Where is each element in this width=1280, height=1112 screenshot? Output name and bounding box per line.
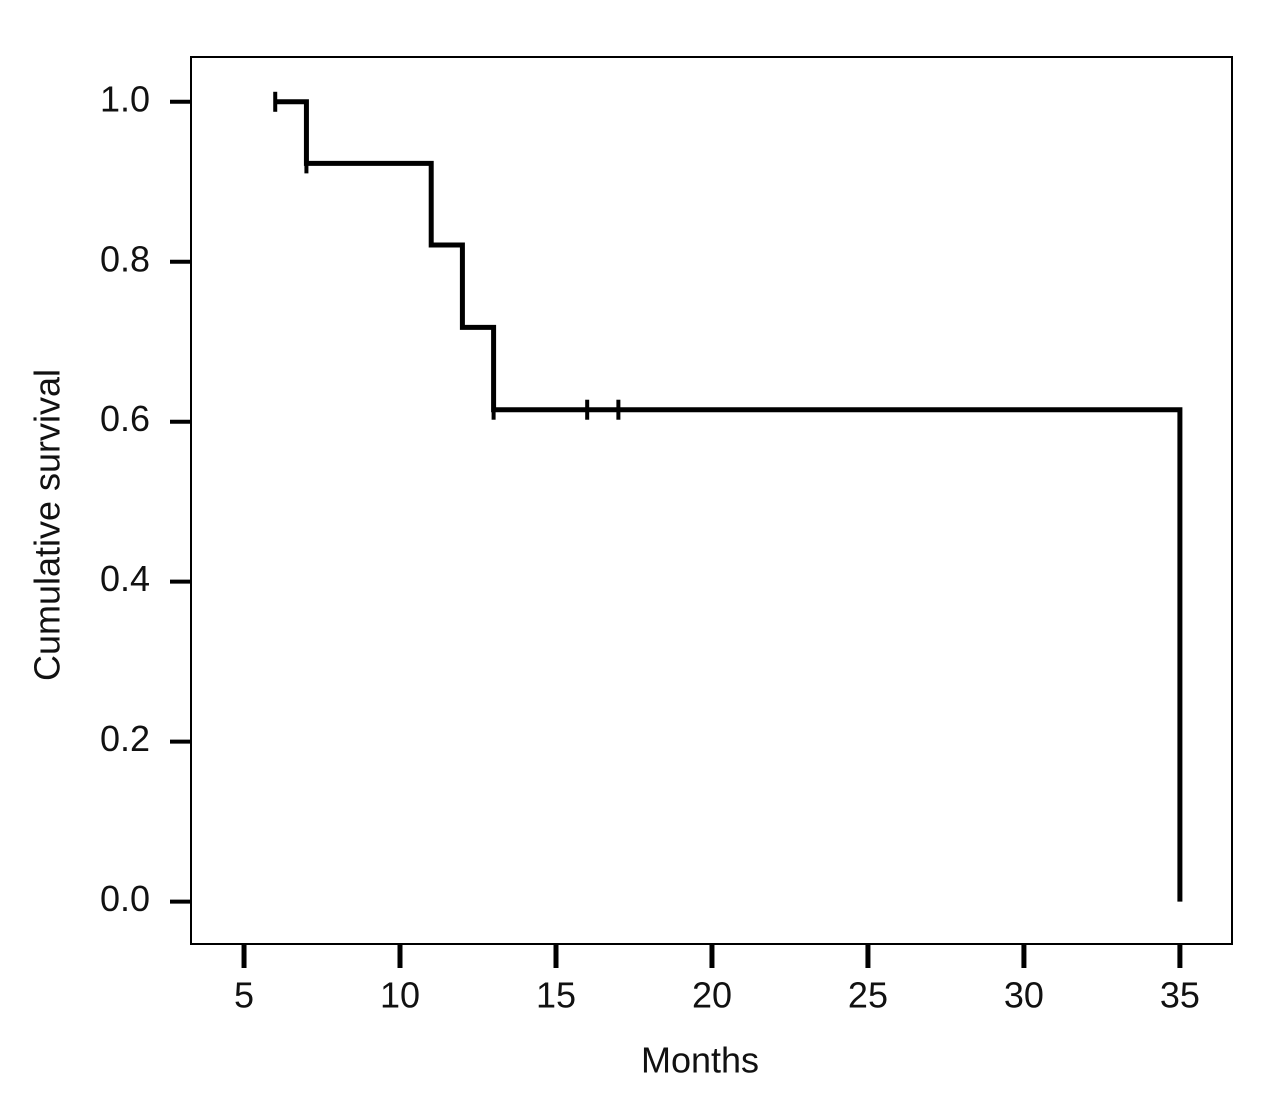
plot-frame (190, 56, 1233, 945)
x-tick-label: 10 (380, 975, 420, 1016)
x-tick-label: 30 (1004, 975, 1044, 1016)
x-tick-label: 35 (1160, 975, 1200, 1016)
x-tick-label: 20 (692, 975, 732, 1016)
y-tick-label: 0.0 (100, 878, 150, 919)
y-tick-label: 0.6 (100, 398, 150, 439)
survival-curve (275, 99, 1183, 902)
y-tick-label: 0.8 (100, 238, 150, 279)
x-tick-label: 15 (536, 975, 576, 1016)
x-tick-label: 25 (848, 975, 888, 1016)
x-tick-label: 5 (234, 975, 254, 1016)
y-tick-label: 0.4 (100, 558, 150, 599)
y-tick-label: 0.2 (100, 718, 150, 759)
y-tick-label: 1.0 (100, 78, 150, 119)
x-axis-label: Months (641, 1040, 759, 1081)
y-axis-label: Cumulative survival (27, 369, 68, 681)
